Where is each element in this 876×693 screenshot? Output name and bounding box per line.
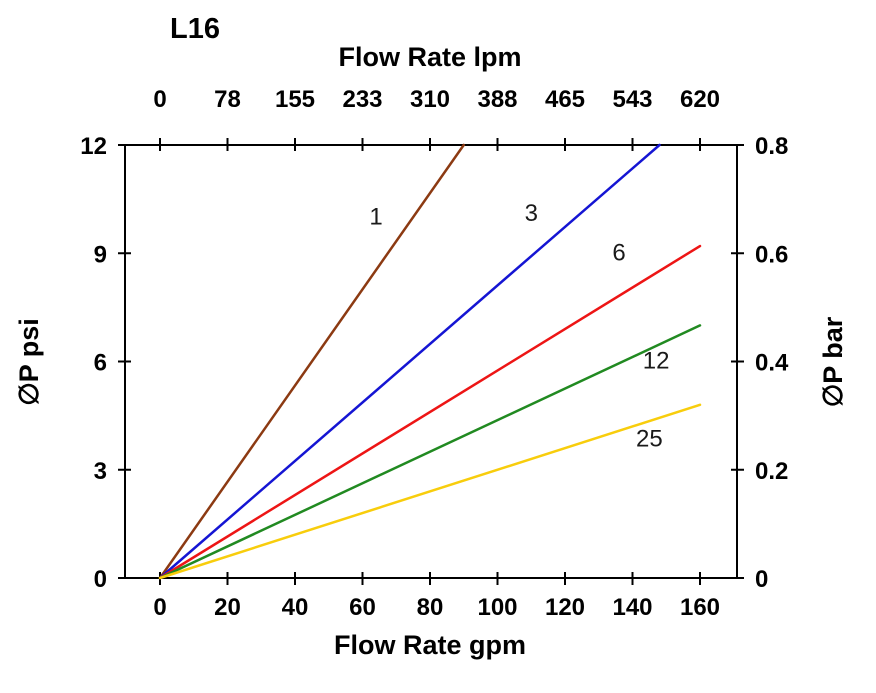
y-right-tick-label: 0.8: [755, 133, 788, 160]
x-bottom-axis-title: Flow Rate gpm: [334, 630, 526, 660]
x-bottom-tick-label: 140: [612, 594, 652, 621]
x-bottom-tick-label: 20: [214, 594, 241, 621]
y-right-tick-label: 0.2: [755, 458, 788, 485]
x-bottom-tick-label: 60: [349, 594, 376, 621]
y-left-tick-label: 6: [94, 350, 107, 377]
x-bottom-tick-label: 80: [417, 594, 444, 621]
x-top-tick-label: 0: [153, 86, 166, 113]
series-line-3: [158, 143, 661, 580]
series-line-6: [158, 244, 702, 580]
series-labels: 1 3 6 12 25: [369, 200, 669, 453]
x-bottom-tick-label: 120: [545, 594, 585, 621]
x-bottom-tick-label: 160: [680, 594, 720, 621]
y-left-tick-label: 12: [80, 133, 107, 160]
chart-title: L16: [170, 13, 220, 45]
y-left-tick-label: 9: [94, 241, 107, 268]
series-lines: [158, 143, 702, 580]
x-top-tick-label: 465: [545, 86, 585, 113]
x-top-tick-label: 78: [214, 86, 241, 113]
series-line-25: [158, 403, 702, 580]
series-line-1: [158, 143, 465, 580]
x-top-tick-label: 543: [612, 86, 652, 113]
series-label-1: 1: [369, 203, 382, 230]
x-top-tick-label: 233: [342, 86, 382, 113]
series-label-6: 6: [612, 239, 625, 266]
series-label-12: 12: [643, 348, 670, 375]
x-bottom-tick-label: 40: [282, 594, 309, 621]
y-right-tick-label: 0: [755, 566, 768, 593]
x-top-tick-label: 155: [275, 86, 315, 113]
y-right-tick-label: 0.4: [755, 350, 789, 377]
x-bottom-tick-label: 100: [477, 594, 517, 621]
y-left-axis-title: ∅P psi: [14, 318, 44, 406]
x-top-tick-label: 310: [410, 86, 450, 113]
series-line-12: [158, 324, 702, 580]
series-label-3: 3: [525, 200, 538, 227]
series-label-25: 25: [636, 425, 663, 452]
x-bottom-tick-label: 0: [153, 594, 166, 621]
y-left-tick-label: 3: [94, 458, 107, 485]
y-right-axis-title: ∅P bar: [818, 316, 848, 407]
y-left-tick-label: 0: [94, 566, 107, 593]
x-top-tick-label: 388: [477, 86, 517, 113]
y-right-tick-label: 0.6: [755, 241, 788, 268]
x-top-tick-label: 620: [680, 86, 720, 113]
x-top-axis-title: Flow Rate lpm: [338, 42, 521, 72]
